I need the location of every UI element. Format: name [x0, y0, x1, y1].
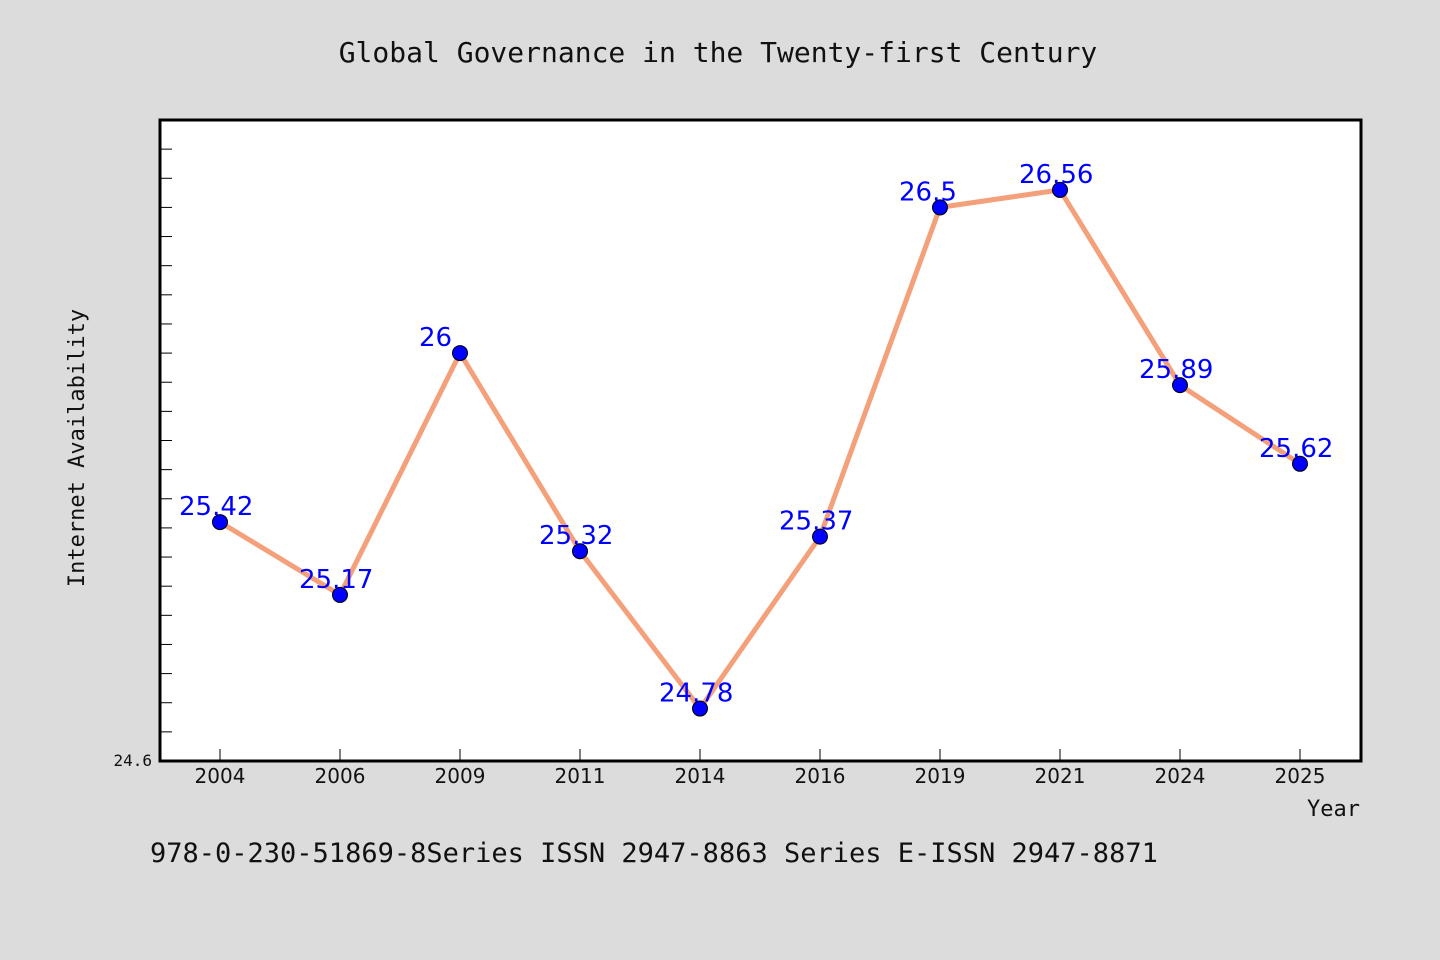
- x-tick-label: 2004: [195, 764, 246, 788]
- y-min-label: 24.6: [113, 751, 152, 770]
- data-label: 25.89: [1139, 355, 1213, 385]
- data-point: [932, 199, 948, 216]
- x-tick-label: 2011: [555, 764, 606, 788]
- data-label: 25.32: [539, 521, 613, 551]
- data-label: 24.78: [659, 679, 733, 709]
- data-point: [452, 345, 468, 362]
- x-axis-title: Year: [1307, 797, 1360, 822]
- data-point: [332, 586, 348, 603]
- x-tick-label: 2006: [315, 764, 366, 788]
- data-point: [692, 700, 708, 717]
- x-tick-label: 2009: [435, 764, 486, 788]
- x-axis-ticks: 2004 2006 2009 2011 2014 2016 2019 2021 2024 2025: [195, 749, 1326, 788]
- data-label: 25.62: [1259, 434, 1333, 464]
- data-label: 26: [419, 323, 452, 353]
- data-point: [572, 543, 588, 560]
- data-point: [1052, 181, 1068, 198]
- data-point: [1292, 455, 1308, 472]
- footer-isbn-text: 978-0-230-51869-8Series ISSN 2947-8863 S…: [150, 838, 1158, 869]
- data-label: 25.37: [779, 507, 853, 537]
- plot-area: [158, 118, 1363, 763]
- data-label: 26.56: [1019, 160, 1093, 190]
- x-tick-label: 2014: [675, 764, 726, 788]
- x-tick-label: 2025: [1275, 764, 1326, 788]
- data-labels: 25.42 25.17 26 25.32 24.78 25.37 26.5 26.56 25.8…: [179, 160, 1333, 709]
- x-tick-label: 2021: [1035, 764, 1086, 788]
- series-group: [212, 181, 1308, 717]
- x-tick-label: 2016: [795, 764, 846, 788]
- series-line: [218, 187, 1302, 712]
- x-tick-label: 2024: [1155, 764, 1206, 788]
- data-point: [1172, 377, 1188, 394]
- data-label: 25.42: [179, 492, 253, 522]
- y-axis-title: Internet Availability: [65, 309, 90, 587]
- chart-title: Global Governance in the Twenty-first Ce…: [339, 36, 1098, 69]
- data-point: [212, 514, 228, 531]
- data-point: [812, 528, 828, 545]
- x-tick-label: 2019: [915, 764, 966, 788]
- data-label: 26.5: [899, 177, 957, 207]
- y-axis-ticks: [160, 148, 172, 733]
- data-label: 25.17: [299, 565, 373, 595]
